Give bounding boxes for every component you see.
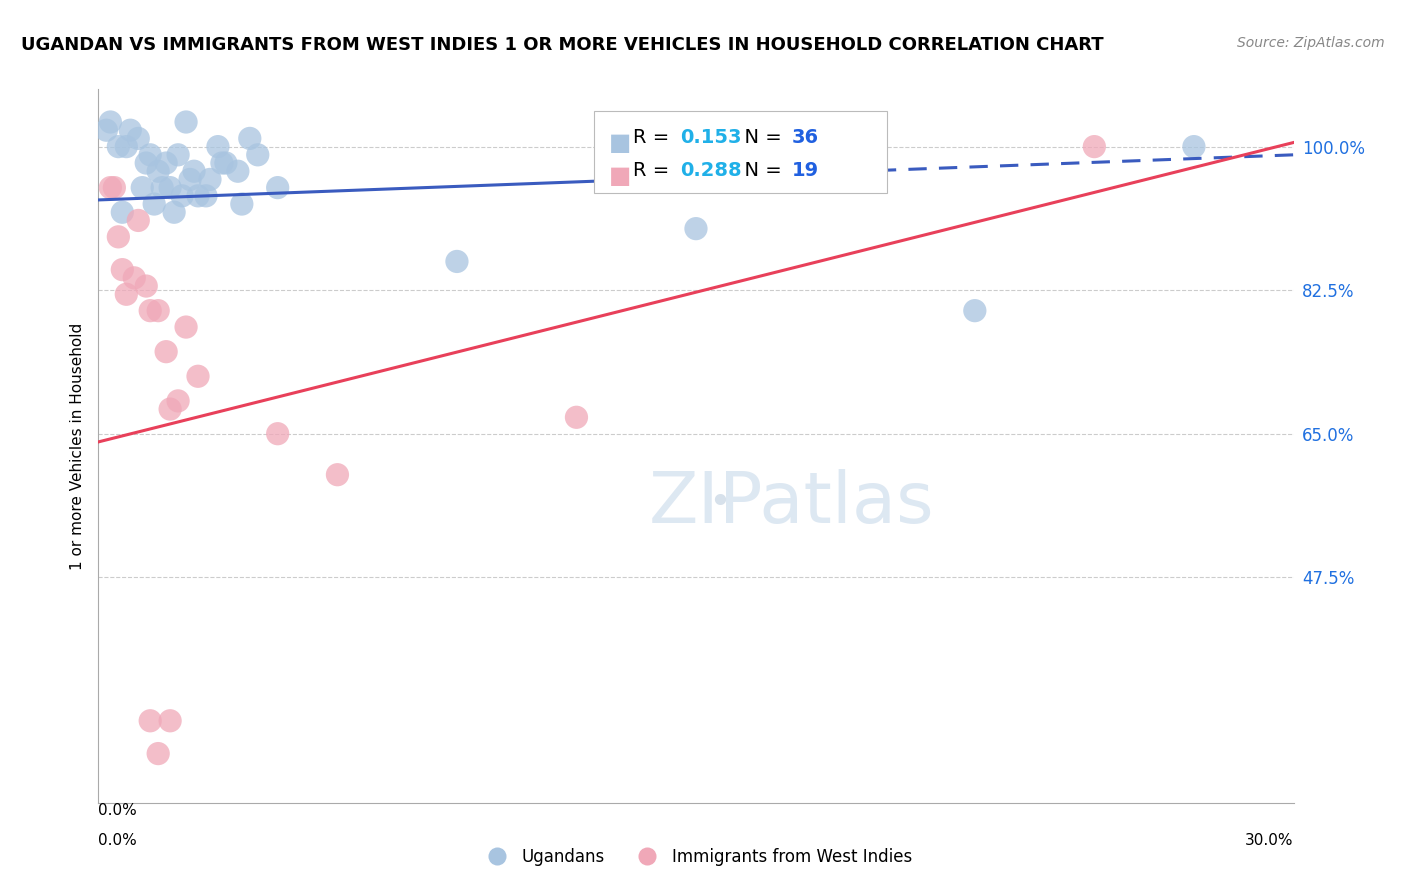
Point [565, 410, 588, 425]
Point [446, 254, 468, 268]
Point [103, 180, 125, 194]
Point [207, 139, 229, 153]
Point [107, 139, 129, 153]
Point [107, 230, 129, 244]
Point [148, 747, 170, 761]
Text: Source: ZipAtlas.com: Source: ZipAtlas.com [1237, 36, 1385, 50]
Point [239, 131, 262, 145]
Text: ■: ■ [609, 130, 631, 154]
Point [143, 197, 166, 211]
Point [148, 303, 170, 318]
Text: 0.288: 0.288 [681, 161, 742, 180]
Point [187, 189, 209, 203]
Y-axis label: 1 or more Vehicles in Household: 1 or more Vehicles in Household [69, 322, 84, 570]
Point [98, 115, 122, 129]
Point [139, 714, 162, 728]
Point [326, 467, 349, 482]
Point [135, 279, 157, 293]
Point [685, 221, 707, 235]
Point [96, 123, 118, 137]
Text: 0.0%: 0.0% [98, 833, 138, 848]
Text: 30.0%: 30.0% [1246, 833, 1294, 848]
Point [115, 139, 138, 153]
Point [127, 131, 149, 145]
Text: 36: 36 [792, 128, 818, 147]
Point [115, 287, 138, 301]
Point [139, 303, 162, 318]
Point [215, 156, 238, 170]
Text: R =: R = [633, 128, 675, 147]
Point [1083, 139, 1105, 153]
Text: •: • [709, 484, 731, 522]
Legend: Ugandans, Immigrants from West Indies: Ugandans, Immigrants from West Indies [474, 842, 918, 873]
Point [159, 714, 181, 728]
Point [167, 393, 190, 408]
Text: 0.0%: 0.0% [98, 803, 138, 818]
Text: 19: 19 [792, 161, 818, 180]
Point [195, 189, 218, 203]
Point [155, 156, 177, 170]
Point [155, 344, 177, 359]
Point [179, 172, 201, 186]
Point [211, 156, 233, 170]
Point [131, 180, 153, 194]
Point [159, 402, 181, 417]
Text: N =: N = [733, 128, 787, 147]
Point [1182, 139, 1205, 153]
FancyBboxPatch shape [595, 111, 887, 193]
Point [167, 148, 190, 162]
Point [120, 123, 142, 137]
Point [267, 180, 290, 194]
Point [163, 205, 186, 219]
Point [183, 164, 205, 178]
Point [246, 148, 269, 162]
Point [174, 320, 197, 334]
Point [226, 164, 249, 178]
Point [139, 148, 162, 162]
Point [172, 189, 194, 203]
Text: N =: N = [733, 161, 787, 180]
Point [111, 205, 134, 219]
Point [111, 262, 134, 277]
Point [135, 156, 157, 170]
Point [198, 172, 221, 186]
Point [159, 180, 181, 194]
Point [963, 303, 986, 318]
Point [124, 270, 146, 285]
Text: ■: ■ [609, 164, 631, 188]
Point [187, 369, 209, 384]
Point [148, 164, 170, 178]
Point [127, 213, 149, 227]
Point [174, 115, 197, 129]
Point [267, 426, 290, 441]
Text: UGANDAN VS IMMIGRANTS FROM WEST INDIES 1 OR MORE VEHICLES IN HOUSEHOLD CORRELATI: UGANDAN VS IMMIGRANTS FROM WEST INDIES 1… [21, 36, 1104, 54]
Point [150, 180, 173, 194]
Text: R =: R = [633, 161, 675, 180]
Text: 0.153: 0.153 [681, 128, 742, 147]
Point [231, 197, 253, 211]
Text: ZIPatlas: ZIPatlas [648, 468, 935, 538]
Point [98, 180, 122, 194]
